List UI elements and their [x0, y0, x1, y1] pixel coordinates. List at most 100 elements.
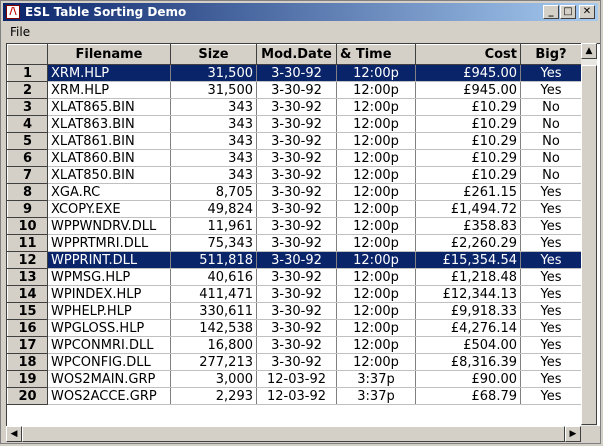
big-cell[interactable]: Yes	[520, 268, 582, 286]
time-cell[interactable]: 12:00p	[336, 353, 416, 371]
big-cell[interactable]: Yes	[520, 353, 582, 371]
table-row[interactable]: 6 XLAT860.BIN 343 3-30-92 12:00p £10.29 No	[7, 149, 582, 167]
time-cell[interactable]: 12:00p	[336, 98, 416, 116]
cost-cell[interactable]: £12,344.13	[415, 285, 521, 303]
vertical-scroll-thumb[interactable]	[581, 65, 597, 425]
size-cell[interactable]: 8,705	[170, 183, 257, 201]
time-cell[interactable]: 12:00p	[336, 302, 416, 320]
scroll-right-icon[interactable]: ▶	[565, 426, 581, 442]
cost-cell[interactable]: £945.00	[415, 81, 521, 99]
cost-cell[interactable]: £90.00	[415, 370, 521, 388]
size-cell[interactable]: 343	[170, 149, 257, 167]
big-cell[interactable]: Yes	[520, 234, 582, 252]
mod-date-cell[interactable]: 3-30-92	[256, 217, 337, 235]
cost-cell[interactable]: £4,276.14	[415, 319, 521, 337]
table-row[interactable]: 8 XGA.RC 8,705 3-30-92 12:00p £261.15 Yes	[7, 183, 582, 201]
size-cell[interactable]: 511,818	[170, 251, 257, 269]
time-cell[interactable]: 12:00p	[336, 166, 416, 184]
row-header[interactable]: 17	[7, 336, 48, 354]
big-cell[interactable]: No	[520, 98, 582, 116]
cost-cell[interactable]: £2,260.29	[415, 234, 521, 252]
column-header-big[interactable]: Big?	[520, 44, 582, 65]
filename-cell[interactable]: XLAT850.BIN	[47, 166, 171, 184]
size-cell[interactable]: 411,471	[170, 285, 257, 303]
row-header[interactable]: 1	[7, 64, 48, 82]
big-cell[interactable]: Yes	[520, 64, 582, 82]
close-button[interactable]: ✕	[579, 5, 595, 19]
mod-date-cell[interactable]: 3-30-92	[256, 234, 337, 252]
table-row[interactable]: 2 XRM.HLP 31,500 3-30-92 12:00p £945.00 Yes	[7, 81, 582, 99]
big-cell[interactable]: Yes	[520, 200, 582, 218]
horizontal-scrollbar[interactable]: ◀ ▶	[6, 426, 581, 442]
table-row[interactable]: 13 WPMSG.HLP 40,616 3-30-92 12:00p £1,218.48 Y…	[7, 268, 582, 286]
time-cell[interactable]: 12:00p	[336, 200, 416, 218]
size-cell[interactable]: 3,000	[170, 370, 257, 388]
big-cell[interactable]: Yes	[520, 336, 582, 354]
maximize-button[interactable]: □	[560, 5, 576, 19]
cost-cell[interactable]: £10.29	[415, 115, 521, 133]
cost-cell[interactable]: £10.29	[415, 132, 521, 150]
size-cell[interactable]: 277,213	[170, 353, 257, 371]
cost-cell[interactable]: £10.29	[415, 149, 521, 167]
mod-date-cell[interactable]: 3-30-92	[256, 149, 337, 167]
size-cell[interactable]: 40,616	[170, 268, 257, 286]
table-row[interactable]: 10 WPPWNDRV.DLL 11,961 3-30-92 12:00p £358.83…	[7, 217, 582, 235]
row-header[interactable]: 5	[7, 132, 48, 150]
table-row[interactable]: 15 WPHELP.HLP 330,611 3-30-92 12:00p £9,918.3…	[7, 302, 582, 320]
row-header[interactable]: 10	[7, 217, 48, 235]
filename-cell[interactable]: XLAT860.BIN	[47, 149, 171, 167]
size-cell[interactable]: 31,500	[170, 81, 257, 99]
filename-cell[interactable]: WPPWNDRV.DLL	[47, 217, 171, 235]
table-row[interactable]: 19 WOS2MAIN.GRP 3,000 12-03-92 3:37p £90.00 Ye…	[7, 370, 582, 388]
row-header[interactable]: 12	[7, 251, 48, 269]
table-row[interactable]: 3 XLAT865.BIN 343 3-30-92 12:00p £10.29 No	[7, 98, 582, 116]
mod-date-cell[interactable]: 12-03-92	[256, 370, 337, 388]
cost-cell[interactable]: £15,354.54	[415, 251, 521, 269]
big-cell[interactable]: Yes	[520, 302, 582, 320]
filename-cell[interactable]: XGA.RC	[47, 183, 171, 201]
row-header[interactable]: 8	[7, 183, 48, 201]
size-cell[interactable]: 343	[170, 115, 257, 133]
filename-cell[interactable]: XLAT865.BIN	[47, 98, 171, 116]
row-header[interactable]: 13	[7, 268, 48, 286]
big-cell[interactable]: Yes	[520, 217, 582, 235]
size-cell[interactable]: 11,961	[170, 217, 257, 235]
filename-cell[interactable]: WPGLOSS.HLP	[47, 319, 171, 337]
table-row[interactable]: 12 WPPRINT.DLL 511,818 3-30-92 12:00p £15,354…	[7, 251, 582, 269]
mod-date-cell[interactable]: 3-30-92	[256, 302, 337, 320]
cost-cell[interactable]: £68.79	[415, 387, 521, 405]
horizontal-scroll-thumb[interactable]	[22, 426, 565, 442]
time-cell[interactable]: 3:37p	[336, 387, 416, 405]
size-cell[interactable]: 343	[170, 98, 257, 116]
size-cell[interactable]: 142,538	[170, 319, 257, 337]
size-cell[interactable]: 343	[170, 166, 257, 184]
big-cell[interactable]: No	[520, 166, 582, 184]
table-row[interactable]: 11 WPPRTMRI.DLL 75,343 3-30-92 12:00p £2,260.…	[7, 234, 582, 252]
mod-date-cell[interactable]: 3-30-92	[256, 319, 337, 337]
table-row[interactable]: 16 WPGLOSS.HLP 142,538 3-30-92 12:00p £4,276.…	[7, 319, 582, 337]
app-icon[interactable]: /\	[6, 5, 20, 19]
vertical-scrollbar[interactable]: ▲	[581, 43, 597, 426]
corner-header[interactable]	[7, 44, 48, 65]
column-header-mod-date[interactable]: Mod.Date	[256, 44, 337, 65]
cost-cell[interactable]: £9,918.33	[415, 302, 521, 320]
column-header-cost[interactable]: Cost	[415, 44, 521, 65]
cost-cell[interactable]: £945.00	[415, 64, 521, 82]
table-row[interactable]: 20 WOS2ACCE.GRP 2,293 12-03-92 3:37p £68.79 Ye…	[7, 387, 582, 405]
column-header-time[interactable]: & Time	[336, 44, 416, 65]
cost-cell[interactable]: £1,218.48	[415, 268, 521, 286]
row-header[interactable]: 16	[7, 319, 48, 337]
time-cell[interactable]: 12:00p	[336, 251, 416, 269]
mod-date-cell[interactable]: 3-30-92	[256, 251, 337, 269]
menu-file[interactable]: File	[10, 25, 31, 39]
size-cell[interactable]: 16,800	[170, 336, 257, 354]
row-header[interactable]: 7	[7, 166, 48, 184]
filename-cell[interactable]: XLAT863.BIN	[47, 115, 171, 133]
size-cell[interactable]: 31,500	[170, 64, 257, 82]
big-cell[interactable]: Yes	[520, 319, 582, 337]
filename-cell[interactable]: WPPRINT.DLL	[47, 251, 171, 269]
time-cell[interactable]: 12:00p	[336, 64, 416, 82]
mod-date-cell[interactable]: 3-30-92	[256, 115, 337, 133]
mod-date-cell[interactable]: 3-30-92	[256, 81, 337, 99]
cost-cell[interactable]: £8,316.39	[415, 353, 521, 371]
